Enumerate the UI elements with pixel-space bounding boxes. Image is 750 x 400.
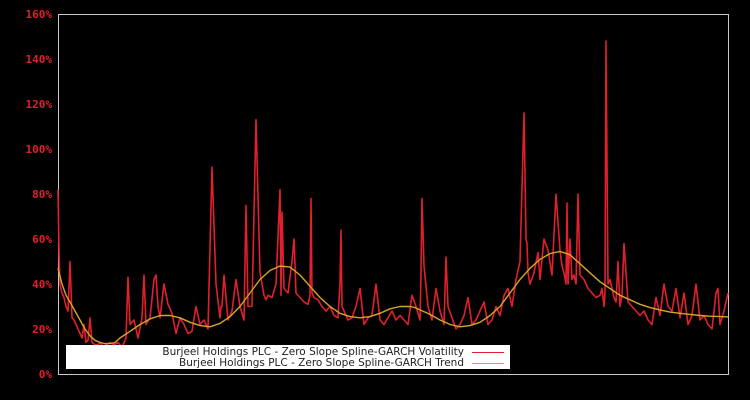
trend-line: [57, 250, 729, 345]
legend-label-volatility: Burjeel Holdings PLC - Zero Slope Spline…: [162, 346, 464, 358]
plot-frame: [58, 14, 729, 375]
y-tick-label: 100%: [25, 143, 53, 156]
y-tick-label: 80%: [32, 188, 52, 201]
y-tick-label: 20%: [32, 323, 52, 336]
legend-swatch-trend: [472, 362, 504, 364]
volatility-line: [57, 40, 729, 348]
legend-swatch-volatility: [472, 351, 504, 353]
legend-item-trend: Burjeel Holdings PLC - Zero Slope Spline…: [179, 357, 504, 369]
y-tick-label: 0%: [38, 368, 52, 381]
y-tick-label: 160%: [25, 8, 53, 21]
legend-label-trend: Burjeel Holdings PLC - Zero Slope Spline…: [178, 357, 464, 369]
y-tick-label: 120%: [25, 98, 53, 111]
chart-legend: Burjeel Holdings PLC - Zero Slope Spline…: [66, 345, 510, 369]
y-tick-label: 60%: [32, 233, 52, 246]
legend-item-volatility: Burjeel Holdings PLC - Zero Slope Spline…: [162, 346, 504, 358]
series-layer: [57, 40, 729, 348]
y-tick-label: 140%: [25, 53, 53, 66]
y-tick-label: 40%: [32, 278, 52, 291]
